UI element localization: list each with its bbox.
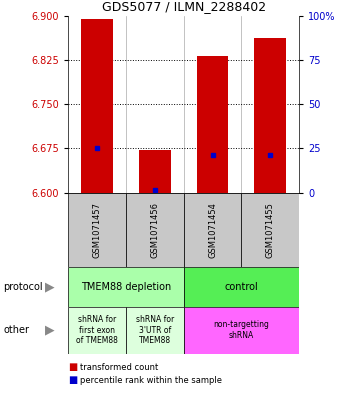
Text: control: control bbox=[224, 282, 258, 292]
Bar bbox=[126, 307, 184, 354]
Bar bbox=[241, 193, 299, 267]
Text: ■: ■ bbox=[68, 375, 77, 386]
Bar bbox=[197, 56, 228, 193]
Text: ■: ■ bbox=[68, 362, 77, 373]
Text: GSM1071456: GSM1071456 bbox=[150, 202, 159, 258]
Bar bbox=[68, 307, 126, 354]
Text: protocol: protocol bbox=[3, 282, 43, 292]
Text: TMEM88 depletion: TMEM88 depletion bbox=[81, 282, 171, 292]
Title: GDS5077 / ILMN_2288402: GDS5077 / ILMN_2288402 bbox=[102, 0, 266, 13]
Bar bbox=[184, 193, 241, 267]
Text: percentile rank within the sample: percentile rank within the sample bbox=[80, 376, 222, 385]
Text: GSM1071455: GSM1071455 bbox=[266, 202, 275, 258]
Text: shRNA for
3'UTR of
TMEM88: shRNA for 3'UTR of TMEM88 bbox=[136, 315, 174, 345]
Bar bbox=[254, 38, 286, 193]
Bar bbox=[126, 193, 184, 267]
Bar bbox=[139, 150, 171, 193]
Text: non-targetting
shRNA: non-targetting shRNA bbox=[214, 320, 269, 340]
Text: ▶: ▶ bbox=[45, 280, 54, 294]
Bar bbox=[81, 19, 113, 193]
Bar bbox=[68, 193, 126, 267]
Bar bbox=[184, 267, 299, 307]
Text: GSM1071457: GSM1071457 bbox=[92, 202, 101, 258]
Text: shRNA for
first exon
of TMEM88: shRNA for first exon of TMEM88 bbox=[76, 315, 118, 345]
Text: GSM1071454: GSM1071454 bbox=[208, 202, 217, 258]
Bar bbox=[68, 267, 184, 307]
Text: ▶: ▶ bbox=[45, 323, 54, 337]
Text: transformed count: transformed count bbox=[80, 363, 158, 372]
Text: other: other bbox=[3, 325, 29, 335]
Bar bbox=[184, 307, 299, 354]
